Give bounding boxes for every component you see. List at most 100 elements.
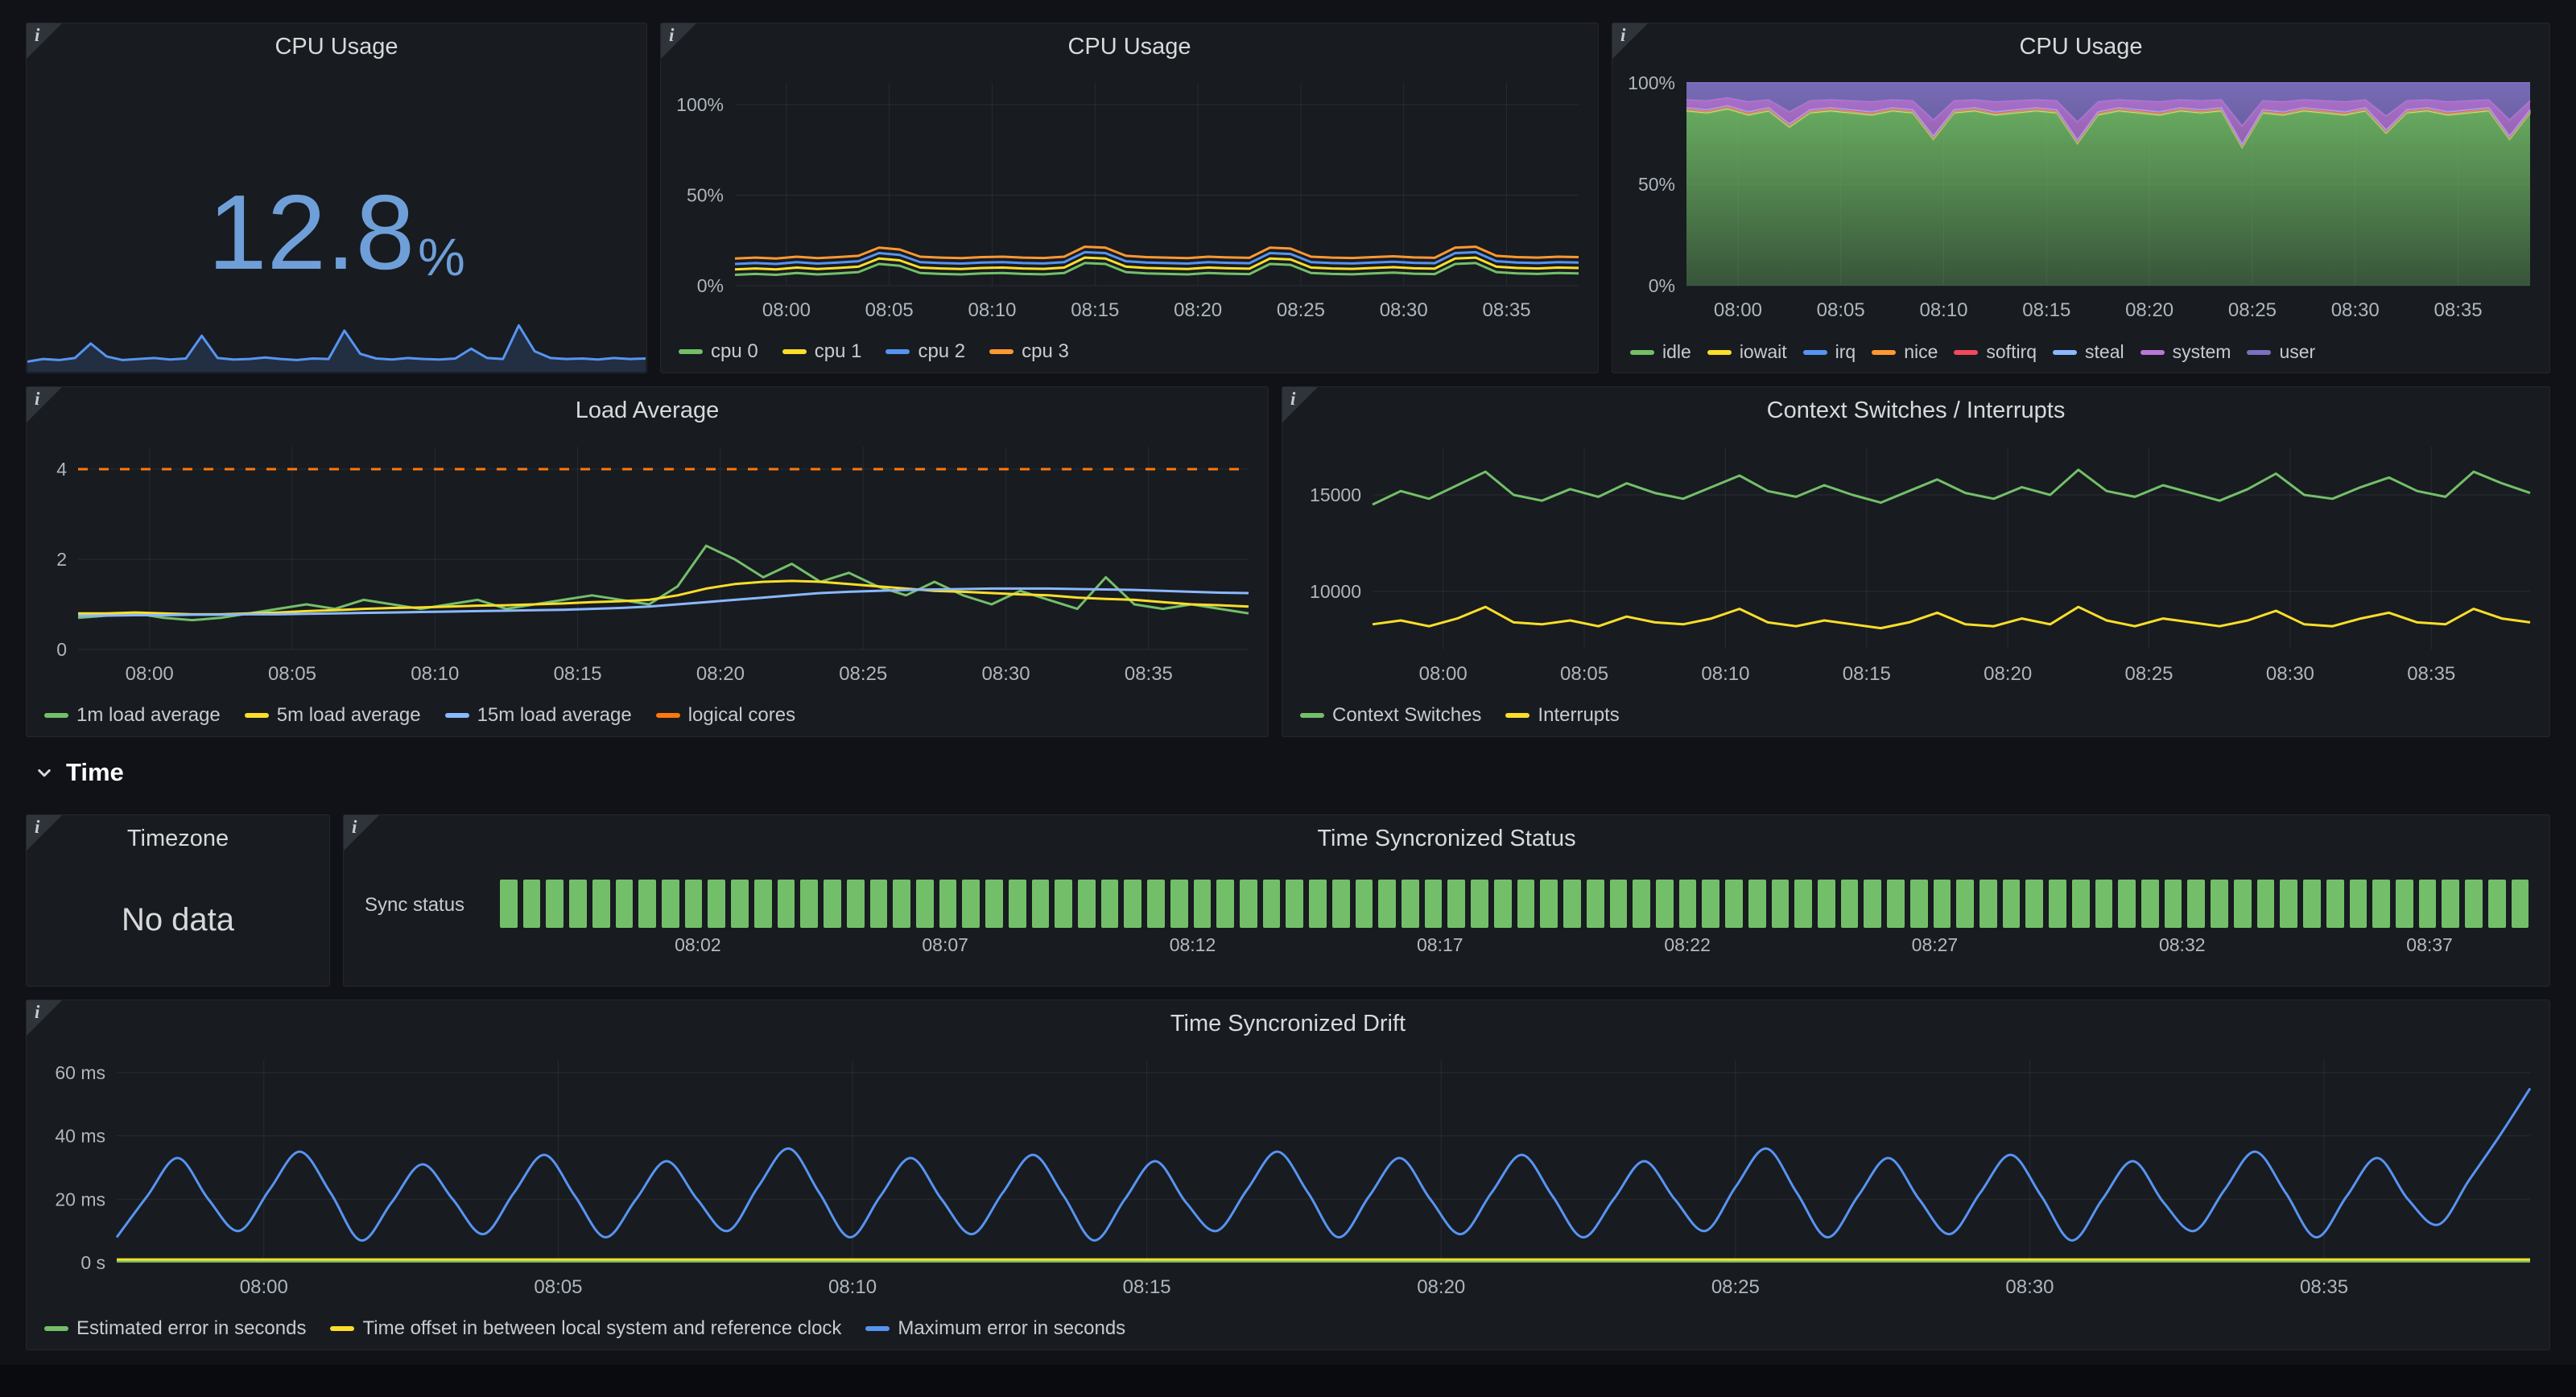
sync-status-bar[interactable]	[1493, 880, 1512, 928]
sync-status-bar[interactable]	[2211, 880, 2228, 928]
legend-item-1m-load-average[interactable]: 1m load average	[44, 704, 221, 727]
panel-title[interactable]: CPU Usage	[2019, 33, 2143, 60]
legend-item-context-switches[interactable]: Context Switches	[1300, 704, 1481, 727]
sync-status-bar[interactable]	[1031, 880, 1050, 928]
sync-status-bar[interactable]	[1933, 880, 1951, 928]
sync-status-bar[interactable]	[2025, 880, 2044, 928]
sync-status-bar[interactable]	[1331, 880, 1350, 928]
sync-status-bar[interactable]	[1471, 880, 1488, 928]
cpu-stacked-chart[interactable]: 08:00 08:05 08:10 08:15 08:20 08:25 08:30 08:35…	[1619, 70, 2543, 326]
panel-info-icon[interactable]	[27, 815, 62, 851]
sync-status-bar[interactable]	[2326, 880, 2344, 928]
sync-status-bar[interactable]	[1887, 880, 1905, 928]
sync-status-bar[interactable]	[1424, 880, 1443, 928]
sync-status-bar[interactable]	[2442, 880, 2460, 928]
legend-item-softirq[interactable]: softirq	[1954, 341, 2037, 363]
sync-status-bar[interactable]	[1563, 880, 1581, 928]
panel-title[interactable]: Time Syncronized Status	[1317, 825, 1576, 851]
sync-status-bar[interactable]	[753, 880, 772, 928]
sync-status-bar[interactable]	[985, 880, 1003, 928]
sync-status-bar[interactable]	[915, 880, 934, 928]
panel-info-icon[interactable]	[27, 1000, 62, 1036]
sync-status-bar[interactable]	[2256, 880, 2275, 928]
legend-item-cpu-2[interactable]: cpu 2	[886, 340, 965, 363]
sync-status-bar[interactable]	[824, 880, 841, 928]
sync-status-bar[interactable]	[2372, 880, 2390, 928]
sync-status-bar[interactable]	[777, 880, 795, 928]
sync-status-bar[interactable]	[2187, 880, 2206, 928]
sync-status-bar[interactable]	[2071, 880, 2090, 928]
sync-status-bar[interactable]	[2141, 880, 2159, 928]
sync-status-bar[interactable]	[1956, 880, 1974, 928]
sync-status-bar[interactable]	[962, 880, 980, 928]
section-row-time[interactable]: Time	[32, 748, 124, 797]
sync-status-bar[interactable]	[1702, 880, 1720, 928]
sync-status-bar[interactable]	[1170, 880, 1188, 928]
sync-status-bar[interactable]	[2095, 880, 2113, 928]
sync-status-bar[interactable]	[662, 880, 679, 928]
sync-status-bar[interactable]	[522, 880, 541, 928]
sync-status-bar[interactable]	[2395, 880, 2413, 928]
sync-status-bar[interactable]	[2233, 880, 2252, 928]
legend-item-system[interactable]: system	[2140, 341, 2231, 363]
time-sync-drift-plot[interactable]: 08:00 08:05 08:10 08:15 08:20 08:25 08:30 08:35…	[33, 1047, 2543, 1303]
sync-status-bar[interactable]	[1402, 880, 1419, 928]
panel-info-icon[interactable]	[1612, 23, 1648, 59]
context-switches-chart[interactable]: 08:00 08:05 08:10 08:15 08:20 08:25 08:30 08:35…	[1289, 434, 2543, 690]
legend-item-user[interactable]: user	[2247, 341, 2315, 363]
sync-status-bar[interactable]	[2418, 880, 2437, 928]
sync-status-bar[interactable]	[1725, 880, 1743, 928]
cpu-stacked-plot[interactable]: 08:00 08:05 08:10 08:15 08:20 08:25 08:30 08:35…	[1619, 70, 2543, 326]
panel-info-icon[interactable]	[27, 23, 62, 59]
sync-status-bar[interactable]	[800, 880, 819, 928]
sync-status-bar[interactable]	[1909, 880, 1928, 928]
sync-status-bar[interactable]	[869, 880, 888, 928]
legend-item-time-offset-in-between-local-system-and-reference-clock[interactable]: Time offset in between local system and …	[330, 1317, 841, 1340]
panel-info-icon[interactable]	[661, 23, 696, 59]
sync-status-bar[interactable]	[893, 880, 910, 928]
sync-status-bar[interactable]	[1309, 880, 1327, 928]
sync-status-bar[interactable]	[2280, 880, 2298, 928]
legend-item-nice[interactable]: nice	[1872, 341, 1938, 363]
legend-item-cpu-0[interactable]: cpu 0	[679, 340, 758, 363]
sync-status-bar[interactable]	[569, 880, 587, 928]
legend-item-5m-load-average[interactable]: 5m load average	[244, 704, 421, 727]
sync-status-bar[interactable]	[1840, 880, 1859, 928]
sync-status-bar[interactable]	[1008, 880, 1026, 928]
sync-status-bar[interactable]	[1055, 880, 1072, 928]
sync-status-bar[interactable]	[2487, 880, 2506, 928]
sync-status-bar[interactable]	[1633, 880, 1650, 928]
sync-status-bar[interactable]	[2118, 880, 2136, 928]
sync-status-bar[interactable]	[2002, 880, 2021, 928]
sync-status-bar[interactable]	[1124, 880, 1142, 928]
context-switches-plot[interactable]: 08:00 08:05 08:10 08:15 08:20 08:25 08:30 08:35…	[1289, 434, 2543, 690]
legend-item-maximum-error-in-seconds[interactable]: Maximum error in seconds	[865, 1317, 1125, 1340]
sync-status-bar[interactable]	[1540, 880, 1558, 928]
sync-status-bar[interactable]	[1216, 880, 1234, 928]
sync-status-bar[interactable]	[1100, 880, 1119, 928]
sync-status-bar[interactable]	[1077, 880, 1096, 928]
legend-item-iowait[interactable]: iowait	[1707, 341, 1787, 363]
cpu-per-core-chart[interactable]: 08:00 08:05 08:10 08:15 08:20 08:25 08:30 08:35…	[667, 70, 1591, 326]
panel-title[interactable]: Timezone	[126, 825, 229, 851]
sync-status-bar[interactable]	[708, 880, 726, 928]
sync-status-bar[interactable]	[500, 880, 518, 928]
legend-item-cpu-3[interactable]: cpu 3	[989, 340, 1069, 363]
panel-title[interactable]: Time Syncronized Drift	[1170, 1010, 1406, 1036]
legend-item-steal[interactable]: steal	[2053, 341, 2124, 363]
sync-status-bar[interactable]	[1655, 880, 1674, 928]
legend-item-logical-cores[interactable]: logical cores	[655, 704, 795, 727]
sync-status-bar[interactable]	[615, 880, 634, 928]
panel-title[interactable]: CPU Usage	[1067, 33, 1191, 60]
sync-status-bar[interactable]	[1864, 880, 1882, 928]
sync-status-bar[interactable]	[1979, 880, 1997, 928]
legend-item-estimated-error-in-seconds[interactable]: Estimated error in seconds	[44, 1317, 306, 1340]
time-sync-drift-chart[interactable]: 08:00 08:05 08:10 08:15 08:20 08:25 08:30 08:35…	[33, 1047, 2543, 1303]
legend-item-idle[interactable]: idle	[1630, 341, 1691, 363]
sync-status-bar[interactable]	[2465, 880, 2483, 928]
sync-status-bar[interactable]	[1355, 880, 1373, 928]
panel-info-icon[interactable]	[1282, 387, 1318, 422]
sync-status-bar[interactable]	[2164, 880, 2182, 928]
sync-status-bar[interactable]	[1678, 880, 1697, 928]
sync-status-bar[interactable]	[731, 880, 749, 928]
